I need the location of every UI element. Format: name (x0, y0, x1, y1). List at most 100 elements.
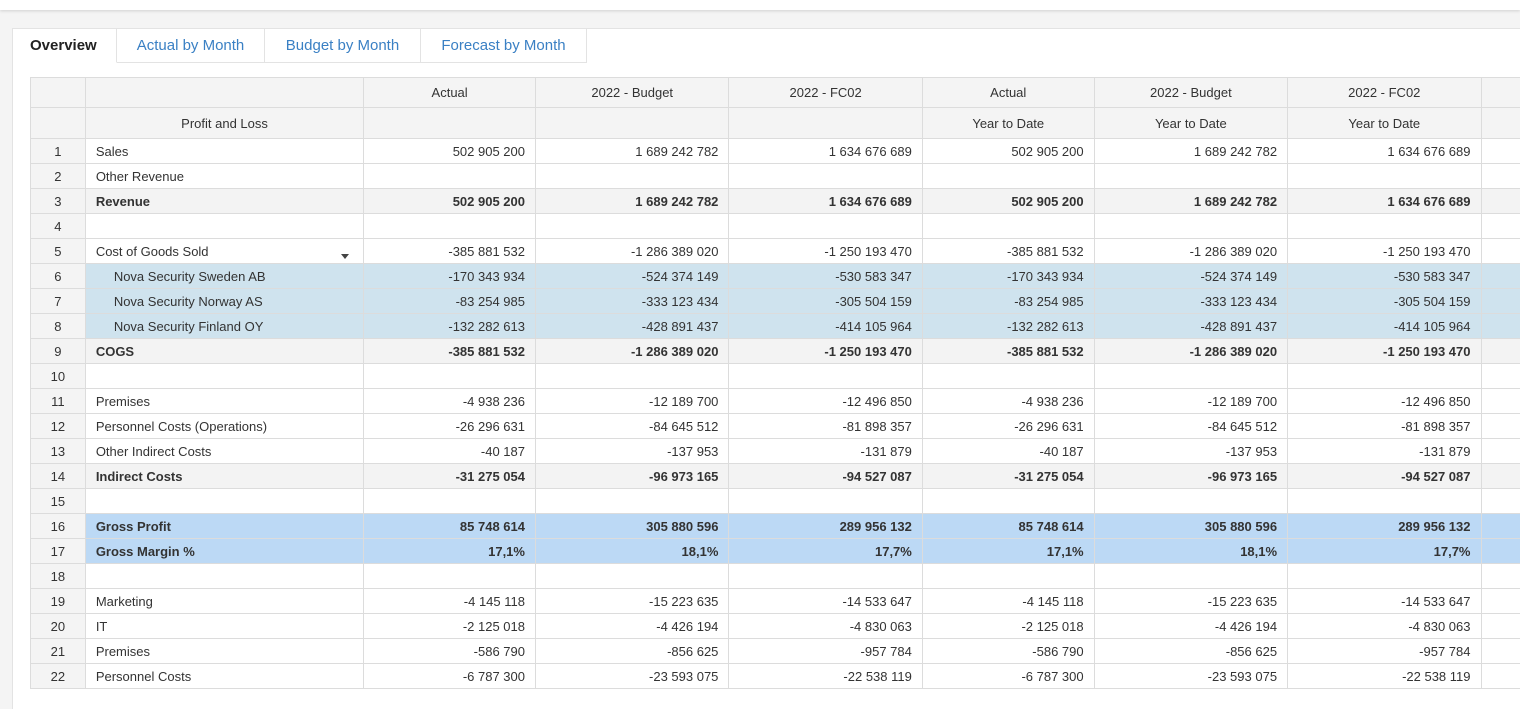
value-cell[interactable]: 502 905 200 (922, 139, 1094, 164)
value-cell[interactable]: -957 784 (1288, 639, 1481, 664)
value-cell[interactable]: -12 496 850 (729, 389, 922, 414)
value-cell[interactable] (729, 164, 922, 189)
value-cell[interactable]: 1 634 676 689 (729, 139, 922, 164)
value-cell[interactable] (1094, 564, 1287, 589)
column-header[interactable]: 2022 - Budget (1094, 78, 1287, 108)
value-cell[interactable]: -856 625 (1094, 639, 1287, 664)
value-cell[interactable]: -4 938 236 (364, 389, 536, 414)
value-cell[interactable] (1094, 164, 1287, 189)
value-cell[interactable] (729, 214, 922, 239)
value-cell[interactable]: -137 953 (1094, 439, 1287, 464)
tab-budget-by-month[interactable]: Budget by Month (265, 29, 421, 63)
value-cell[interactable]: 18,1% (1094, 539, 1287, 564)
value-cell[interactable]: -305 504 159 (729, 289, 922, 314)
value-cell[interactable]: -40 187 (922, 439, 1094, 464)
value-cell[interactable]: 1 689 242 782 (535, 189, 728, 214)
value-cell[interactable]: 1 634 676 689 (1288, 139, 1481, 164)
value-cell[interactable]: -12 496 850 (1288, 389, 1481, 414)
value-cell[interactable]: -6 787 300 (364, 664, 536, 689)
value-cell[interactable]: -586 790 (364, 639, 536, 664)
value-cell[interactable]: -428 891 437 (1094, 314, 1287, 339)
value-cell[interactable]: -137 953 (535, 439, 728, 464)
column-header[interactable]: Actual (364, 78, 536, 108)
value-cell[interactable]: -333 123 434 (535, 289, 728, 314)
value-cell[interactable]: -31 275 054 (364, 464, 536, 489)
value-cell[interactable]: -414 105 964 (1288, 314, 1481, 339)
value-cell[interactable]: -4 426 194 (535, 614, 728, 639)
column-header[interactable]: 2022 - FC02 (1288, 78, 1481, 108)
value-cell[interactable] (729, 489, 922, 514)
row-label[interactable]: Cost of Goods Sold (85, 239, 363, 264)
value-cell[interactable]: -530 583 347 (1288, 264, 1481, 289)
table-row[interactable]: 15 (31, 489, 1520, 514)
value-cell[interactable]: -131 879 (729, 439, 922, 464)
value-cell[interactable] (535, 214, 728, 239)
value-cell[interactable] (1288, 364, 1481, 389)
value-cell[interactable]: 502 905 200 (364, 139, 536, 164)
value-cell[interactable]: -12 189 700 (1094, 389, 1287, 414)
value-cell[interactable]: -31 275 054 (922, 464, 1094, 489)
value-cell[interactable]: -305 504 159 (1288, 289, 1481, 314)
value-cell[interactable]: -524 374 149 (535, 264, 728, 289)
value-cell[interactable]: 85 748 614 (922, 514, 1094, 539)
value-cell[interactable]: -957 784 (729, 639, 922, 664)
value-cell[interactable] (1094, 364, 1287, 389)
column-header[interactable]: 2022 - FC02 (729, 78, 922, 108)
value-cell[interactable]: 305 880 596 (535, 514, 728, 539)
value-cell[interactable] (1288, 564, 1481, 589)
value-cell[interactable]: 289 956 132 (729, 514, 922, 539)
value-cell[interactable]: -40 187 (364, 439, 536, 464)
value-cell[interactable] (535, 489, 728, 514)
value-cell[interactable]: -84 645 512 (1094, 414, 1287, 439)
value-cell[interactable]: -4 145 118 (364, 589, 536, 614)
value-cell[interactable]: -26 296 631 (364, 414, 536, 439)
value-cell[interactable]: -83 254 985 (922, 289, 1094, 314)
value-cell[interactable] (364, 214, 536, 239)
value-cell[interactable] (364, 489, 536, 514)
value-cell[interactable]: -170 343 934 (364, 264, 536, 289)
tab-overview[interactable]: Overview (13, 29, 117, 63)
value-cell[interactable]: -96 973 165 (1094, 464, 1287, 489)
value-cell[interactable]: 17,1% (364, 539, 536, 564)
value-cell[interactable]: -6 787 300 (922, 664, 1094, 689)
tab-forecast-by-month[interactable]: Forecast by Month (421, 29, 587, 63)
value-cell[interactable] (922, 564, 1094, 589)
value-cell[interactable] (729, 564, 922, 589)
value-cell[interactable]: 1 634 676 689 (729, 189, 922, 214)
value-cell[interactable]: -385 881 532 (364, 339, 536, 364)
value-cell[interactable]: 289 956 132 (1288, 514, 1481, 539)
value-cell[interactable]: -385 881 532 (922, 339, 1094, 364)
value-cell[interactable]: -14 533 647 (729, 589, 922, 614)
value-cell[interactable]: -333 123 434 (1094, 289, 1287, 314)
value-cell[interactable]: -94 527 087 (1288, 464, 1481, 489)
value-cell[interactable]: -23 593 075 (1094, 664, 1287, 689)
value-cell[interactable]: 1 634 676 689 (1288, 189, 1481, 214)
value-cell[interactable]: -856 625 (535, 639, 728, 664)
value-cell[interactable] (729, 364, 922, 389)
value-cell[interactable] (535, 564, 728, 589)
column-header[interactable]: Actual (922, 78, 1094, 108)
value-cell[interactable]: -81 898 357 (1288, 414, 1481, 439)
value-cell[interactable]: -1 250 193 470 (1288, 239, 1481, 264)
value-cell[interactable]: -94 527 087 (729, 464, 922, 489)
value-cell[interactable]: -1 250 193 470 (729, 339, 922, 364)
value-cell[interactable] (922, 164, 1094, 189)
caret-down-icon[interactable] (341, 254, 349, 259)
value-cell[interactable] (922, 364, 1094, 389)
value-cell[interactable]: 18,1% (535, 539, 728, 564)
value-cell[interactable]: 502 905 200 (364, 189, 536, 214)
value-cell[interactable]: -26 296 631 (922, 414, 1094, 439)
value-cell[interactable]: -1 286 389 020 (1094, 239, 1287, 264)
value-cell[interactable]: 305 880 596 (1094, 514, 1287, 539)
value-cell[interactable]: -96 973 165 (535, 464, 728, 489)
